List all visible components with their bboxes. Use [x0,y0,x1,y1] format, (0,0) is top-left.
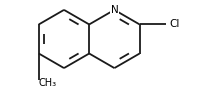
Text: N: N [111,5,118,15]
Text: Cl: Cl [169,19,180,29]
Text: CH₃: CH₃ [39,78,57,88]
